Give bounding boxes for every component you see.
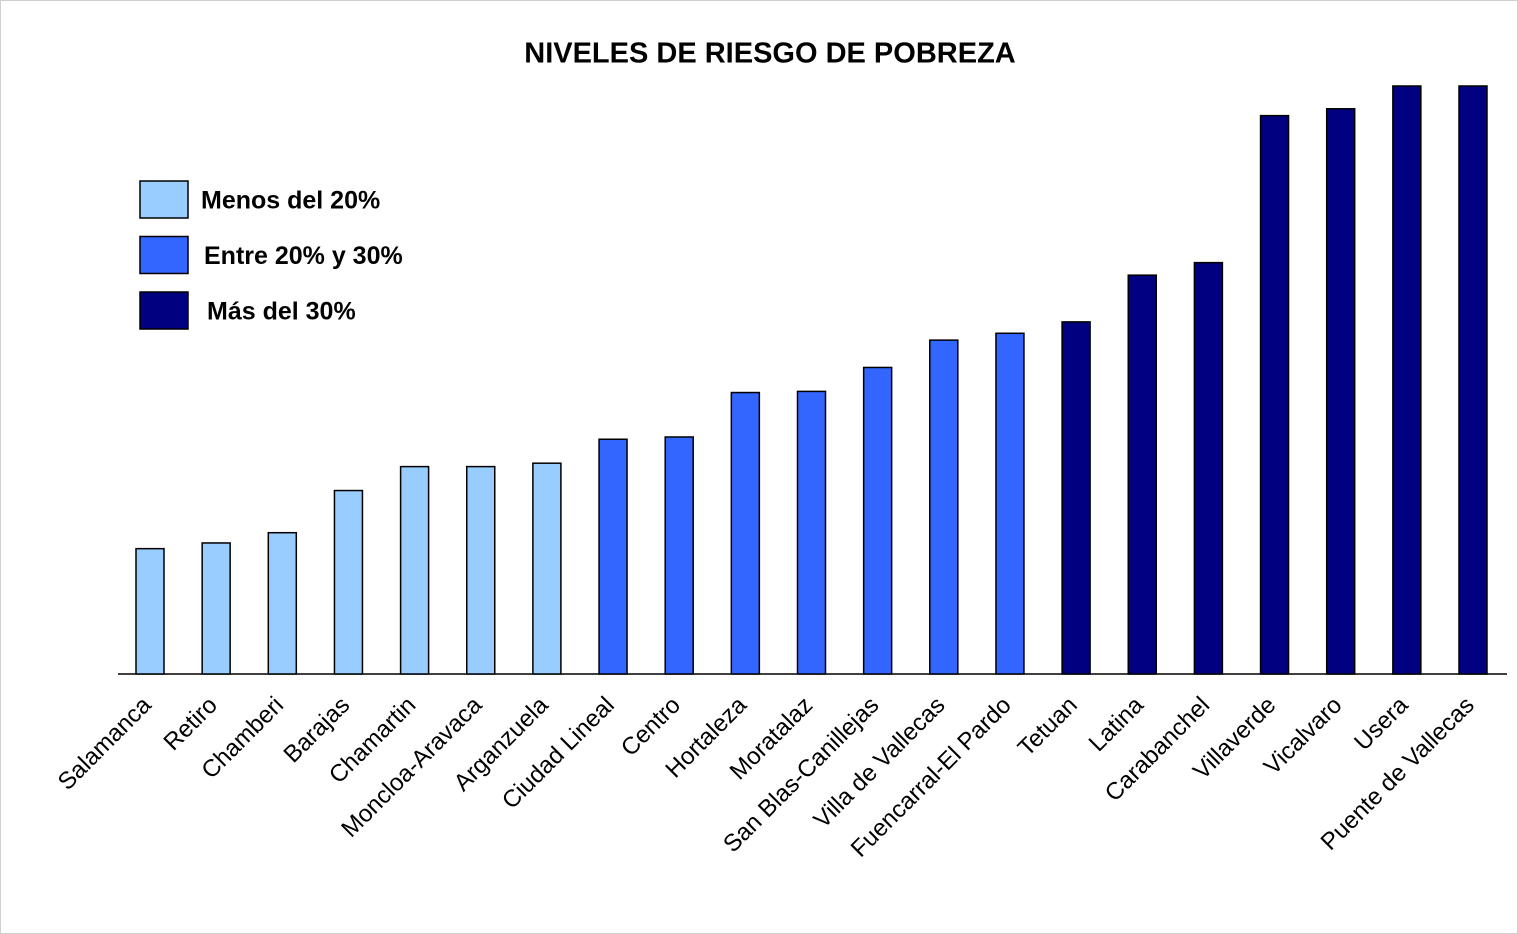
legend-swatch — [139, 291, 189, 330]
bar — [598, 438, 628, 675]
bar — [1259, 114, 1290, 675]
bar — [201, 542, 231, 675]
bar — [1458, 85, 1488, 675]
bar — [1392, 85, 1422, 675]
bar — [532, 462, 562, 675]
bar — [1193, 261, 1224, 675]
bar — [730, 391, 761, 675]
bar — [796, 390, 827, 675]
legend-label: Menos del 20% — [201, 187, 380, 215]
bar — [399, 465, 430, 675]
chart-title: NIVELES DE RIESGO DE POBREZA — [524, 38, 1016, 70]
legend-swatch — [139, 235, 189, 275]
bar — [929, 339, 959, 675]
legend-label: Más del 30% — [207, 298, 356, 326]
bar — [664, 436, 694, 675]
bar — [1127, 274, 1157, 675]
bar — [135, 547, 165, 675]
bar — [333, 489, 364, 675]
bar — [267, 531, 298, 675]
bar — [1061, 321, 1091, 675]
bar — [1325, 108, 1356, 675]
bar — [995, 332, 1025, 675]
bar — [862, 366, 893, 675]
legend-swatch — [139, 180, 189, 219]
legend-label: Entre 20% y 30% — [204, 242, 403, 270]
bar — [466, 465, 496, 675]
